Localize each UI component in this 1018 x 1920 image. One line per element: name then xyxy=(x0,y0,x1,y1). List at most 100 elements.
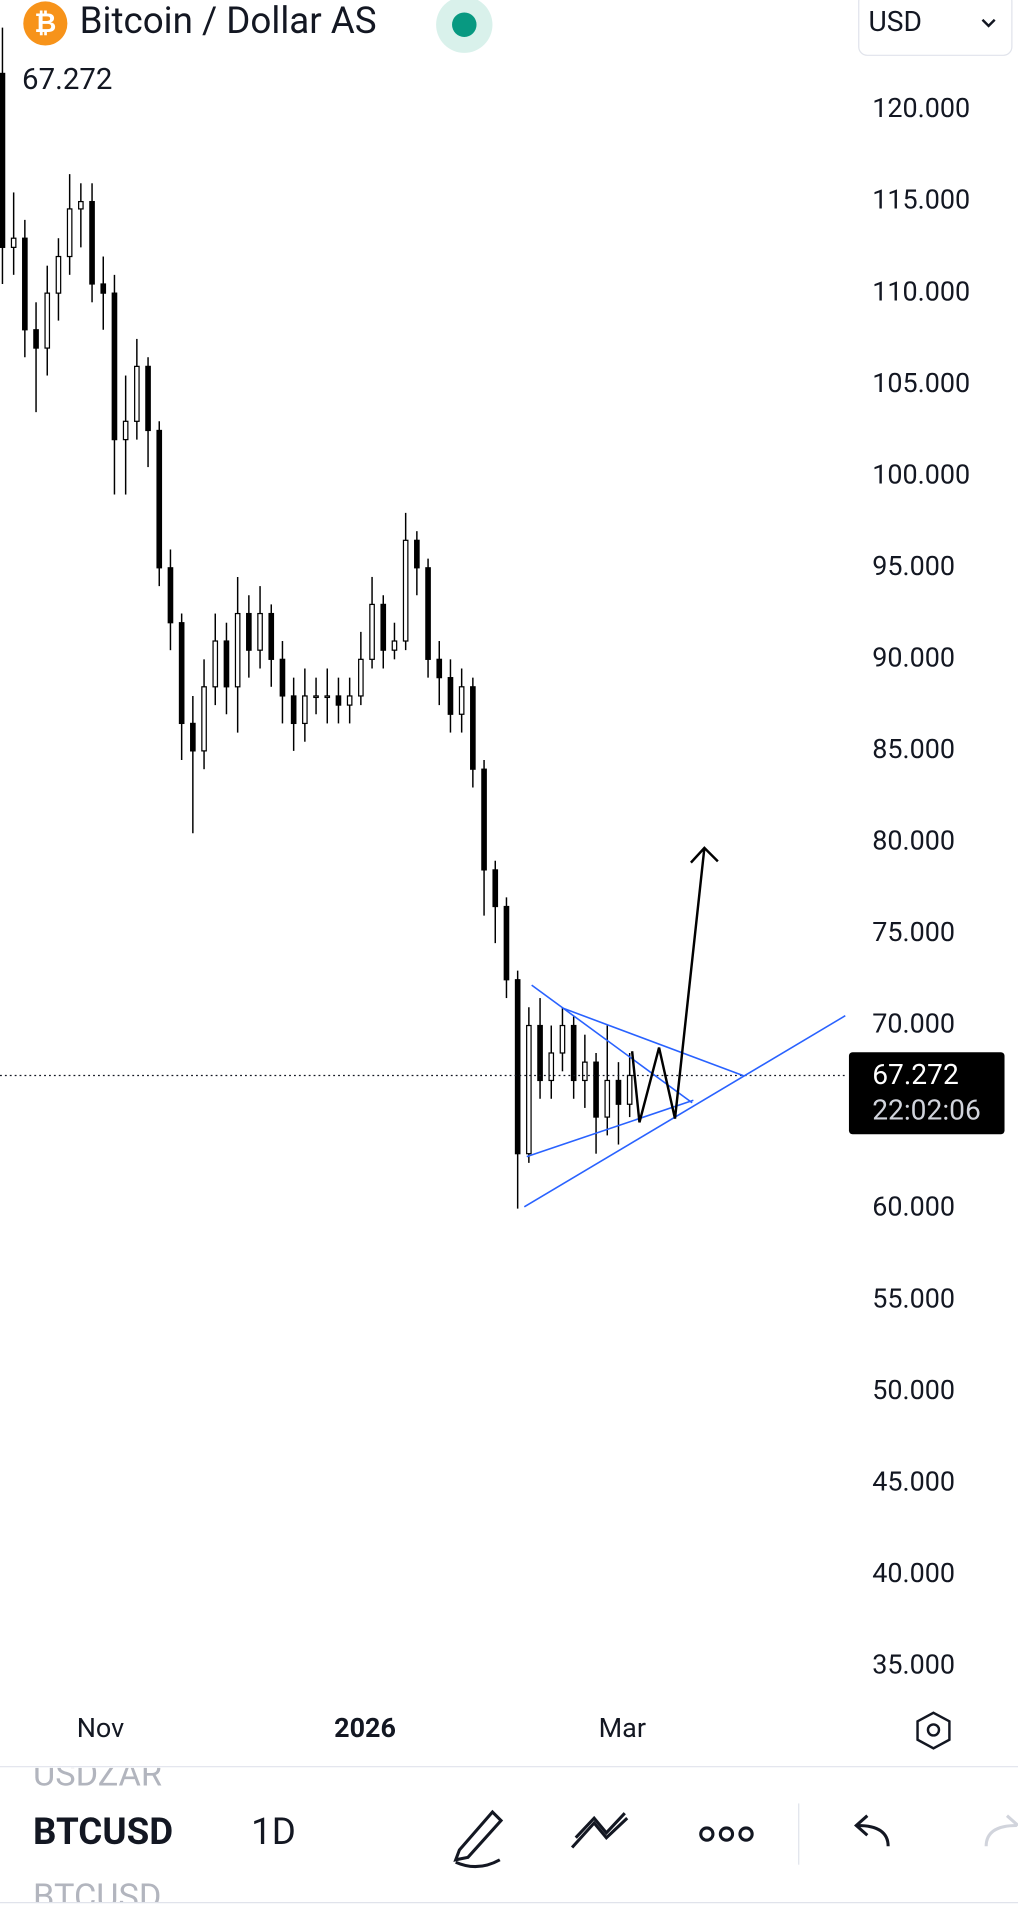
x-tick-label: Nov xyxy=(77,1712,124,1744)
candle-body xyxy=(481,768,487,871)
candle-body xyxy=(593,1061,599,1118)
x-tick-label: Mar xyxy=(599,1712,646,1744)
y-tick-label: 105.000 xyxy=(872,367,970,399)
currency-select[interactable] xyxy=(858,0,1013,56)
y-tick-label: 110.000 xyxy=(872,275,970,307)
trend-line xyxy=(523,1015,846,1208)
candle-body xyxy=(257,612,263,651)
candle-body xyxy=(134,365,140,422)
plot: 120.000 115.000 110.000 105.000 100.000 95.00… xyxy=(0,27,1005,1680)
candle-body xyxy=(492,869,499,908)
candle-body xyxy=(100,283,107,294)
trend-line xyxy=(526,1099,694,1158)
candle-body xyxy=(111,292,118,441)
candle-body xyxy=(78,200,84,210)
y-tick-label: 70.000 xyxy=(872,1008,955,1040)
candle-body xyxy=(503,905,510,981)
candle-body xyxy=(447,677,454,715)
interval[interactable]: 1D xyxy=(251,1810,296,1853)
candle-body xyxy=(604,1079,611,1118)
chevron xyxy=(981,18,996,28)
y-tick-label: 40.000 xyxy=(872,1557,955,1589)
candle-body xyxy=(436,658,443,679)
candle-body xyxy=(10,237,17,248)
candle-body xyxy=(223,640,230,688)
candle-body xyxy=(615,1079,622,1105)
last-price: 67.272 xyxy=(22,63,112,97)
candle-body xyxy=(201,686,207,752)
drawings xyxy=(523,984,846,1208)
y-tick-label: 35.000 xyxy=(872,1648,955,1680)
candle-body xyxy=(290,695,297,725)
settings-icon[interactable] xyxy=(916,1711,951,1750)
candle-body xyxy=(122,420,129,441)
candle-body xyxy=(548,1052,555,1082)
redo-icon[interactable] xyxy=(984,1814,1018,1847)
candle-body xyxy=(570,1024,577,1082)
candle-body xyxy=(391,640,398,651)
symbol[interactable]: BTCUSD xyxy=(33,1810,173,1853)
candle-body xyxy=(626,1074,633,1105)
candle-body xyxy=(358,658,364,697)
candle-body xyxy=(425,567,431,660)
trend-line xyxy=(563,1007,744,1077)
y-tick-label: 90.000 xyxy=(872,641,955,673)
undo-icon[interactable] xyxy=(853,1814,890,1847)
market-status-dot xyxy=(452,12,477,37)
candle-body xyxy=(246,612,252,651)
y-tick-label: 50.000 xyxy=(872,1374,955,1406)
projection-path xyxy=(630,846,719,1123)
y-tick-label: 100.000 xyxy=(872,458,970,490)
candle-body xyxy=(33,329,39,349)
candle-body xyxy=(414,539,420,569)
candle-body xyxy=(55,255,62,294)
toolbar-mask xyxy=(0,1751,1018,1768)
candle-body xyxy=(302,695,308,725)
candle-body xyxy=(514,979,521,1155)
y-tick-label: 75.000 xyxy=(872,916,955,948)
candle-body xyxy=(234,612,241,688)
candle-body xyxy=(402,539,409,642)
candle-body xyxy=(537,1024,543,1082)
y-tick-label: 95.000 xyxy=(872,550,955,582)
candle-body xyxy=(279,658,286,697)
candle-body xyxy=(369,603,375,660)
candle-body xyxy=(44,292,51,349)
candle-body xyxy=(212,640,219,688)
candle-body xyxy=(470,686,476,770)
trend-line xyxy=(531,984,693,1104)
draw-icon[interactable] xyxy=(453,1809,504,1869)
symbol-name[interactable]: Bitcoin / Dollar AS xyxy=(80,0,377,42)
y-tick-label: 55.000 xyxy=(872,1282,955,1314)
candle-body xyxy=(156,429,163,569)
candle-body xyxy=(145,365,151,432)
y-tick-label: 45.000 xyxy=(872,1465,955,1497)
candle-body xyxy=(346,695,353,706)
candle-body xyxy=(22,237,28,331)
price-countdown: 22:02:06 xyxy=(872,1094,981,1127)
y-tick-label: 120.000 xyxy=(872,92,970,124)
y-tick-label: 80.000 xyxy=(872,825,955,857)
candle-body xyxy=(458,686,465,715)
candle-body xyxy=(167,567,174,624)
candle-body xyxy=(178,622,185,725)
candle-body xyxy=(89,200,95,285)
candle-body xyxy=(0,72,6,248)
candle-body xyxy=(66,208,73,258)
candle-body xyxy=(335,695,342,706)
price-label-bg xyxy=(848,1052,1005,1135)
more-icon[interactable] xyxy=(699,1826,754,1842)
price-label: 67.272 xyxy=(872,1058,959,1091)
candle-body xyxy=(380,603,387,651)
settings-icon-center xyxy=(926,1723,941,1737)
coin-icon xyxy=(23,1,68,46)
trend-icon[interactable] xyxy=(570,1812,629,1849)
candle-body xyxy=(313,695,319,699)
currency-label: USD xyxy=(869,5,922,38)
candle-body xyxy=(582,1061,588,1082)
y-tick-label: 115.000 xyxy=(872,184,970,216)
candle-body xyxy=(324,695,331,699)
candle-body xyxy=(526,1024,532,1155)
